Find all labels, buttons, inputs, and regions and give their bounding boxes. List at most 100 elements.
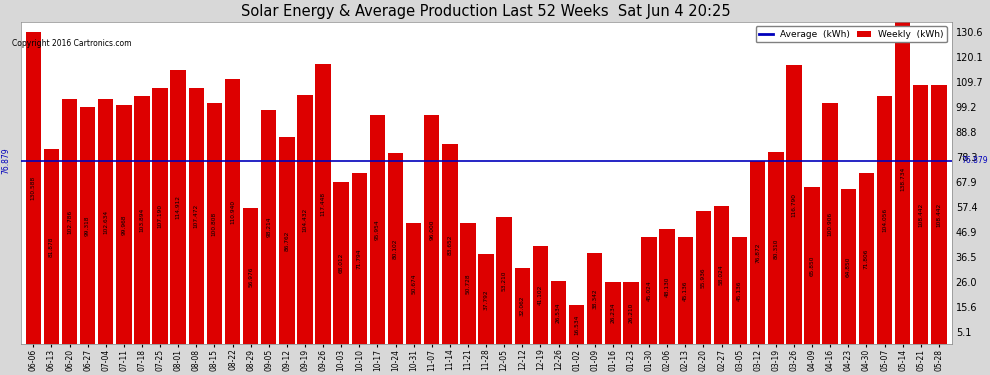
Text: 26.210: 26.210 [629, 303, 634, 323]
Text: 102.634: 102.634 [103, 210, 108, 234]
Text: 100.906: 100.906 [828, 212, 833, 236]
Legend: Average  (kWh), Weekly  (kWh): Average (kWh), Weekly (kWh) [755, 26, 947, 42]
Text: 38.342: 38.342 [592, 288, 597, 309]
Text: 107.472: 107.472 [194, 204, 199, 228]
Bar [877, 96, 892, 344]
Bar [805, 187, 820, 344]
Text: 50.728: 50.728 [465, 273, 470, 294]
Bar [261, 110, 276, 344]
Bar [406, 223, 422, 344]
Text: 108.442: 108.442 [937, 202, 941, 227]
Text: 65.850: 65.850 [810, 255, 815, 276]
Bar [279, 137, 295, 344]
Bar [334, 182, 348, 344]
Text: 45.136: 45.136 [683, 280, 688, 301]
Text: 104.056: 104.056 [882, 208, 887, 232]
Text: 138.734: 138.734 [900, 166, 905, 191]
Bar [369, 115, 385, 344]
Text: 53.210: 53.210 [502, 271, 507, 291]
Title: Solar Energy & Average Production Last 52 Weeks  Sat Jun 4 20:25: Solar Energy & Average Production Last 5… [242, 4, 731, 19]
Bar [841, 189, 856, 344]
Text: 64.850: 64.850 [845, 256, 850, 277]
Bar [135, 96, 149, 344]
Text: 56.976: 56.976 [248, 266, 253, 286]
Text: 50.674: 50.674 [411, 274, 416, 294]
Bar [569, 305, 584, 344]
Text: 99.968: 99.968 [122, 215, 127, 235]
Bar [478, 254, 494, 344]
Text: 48.130: 48.130 [664, 277, 669, 297]
Text: 58.024: 58.024 [719, 265, 724, 285]
Bar [750, 160, 765, 344]
Text: 81.878: 81.878 [49, 236, 53, 257]
Text: 96.000: 96.000 [430, 219, 435, 240]
Bar [895, 13, 911, 344]
Bar [44, 149, 59, 344]
Text: 26.534: 26.534 [556, 303, 561, 323]
Text: 26.234: 26.234 [611, 303, 616, 323]
Bar [533, 246, 548, 344]
Text: 108.442: 108.442 [919, 202, 924, 227]
Bar [786, 65, 802, 344]
Bar [659, 230, 675, 344]
Text: 45.136: 45.136 [738, 280, 742, 301]
Text: 104.432: 104.432 [303, 207, 308, 232]
Text: 117.448: 117.448 [321, 192, 326, 216]
Bar [316, 64, 331, 344]
Text: 86.762: 86.762 [284, 231, 289, 251]
Bar [714, 206, 730, 344]
Bar [207, 104, 222, 344]
Text: 98.214: 98.214 [266, 217, 271, 237]
Text: 76.879: 76.879 [961, 156, 987, 165]
Text: 68.012: 68.012 [339, 253, 344, 273]
Bar [642, 237, 656, 344]
Text: 110.940: 110.940 [230, 200, 235, 224]
Bar [550, 281, 566, 344]
Bar [61, 99, 77, 344]
Bar [225, 79, 241, 344]
Bar [460, 223, 475, 344]
Text: 107.190: 107.190 [157, 204, 162, 228]
Text: 80.102: 80.102 [393, 238, 398, 259]
Text: 55.936: 55.936 [701, 267, 706, 288]
Text: 114.912: 114.912 [175, 195, 181, 219]
Text: 99.318: 99.318 [85, 216, 90, 236]
Bar [605, 282, 621, 344]
Text: 45.024: 45.024 [646, 280, 651, 301]
Text: Copyright 2016 Cartronics.com: Copyright 2016 Cartronics.com [12, 39, 132, 48]
Text: 32.062: 32.062 [520, 296, 525, 316]
Bar [587, 253, 603, 344]
Text: 130.588: 130.588 [31, 176, 36, 201]
Bar [932, 85, 946, 344]
Text: 102.786: 102.786 [67, 210, 72, 234]
Bar [297, 95, 313, 344]
Bar [624, 282, 639, 344]
Bar [26, 32, 41, 344]
Text: 83.652: 83.652 [447, 234, 452, 255]
Text: 16.534: 16.534 [574, 315, 579, 335]
Bar [116, 105, 132, 344]
Bar [170, 70, 186, 344]
Bar [732, 237, 747, 344]
Bar [913, 85, 929, 344]
Bar [243, 208, 258, 344]
Text: 76.872: 76.872 [755, 242, 760, 263]
Bar [443, 144, 457, 344]
Bar [80, 107, 95, 344]
Text: 41.102: 41.102 [538, 285, 543, 306]
Bar [858, 173, 874, 344]
Bar [823, 103, 838, 344]
Text: 80.310: 80.310 [773, 238, 778, 259]
Bar [424, 115, 440, 344]
Text: 116.790: 116.790 [791, 193, 797, 217]
Bar [497, 217, 512, 344]
Bar [515, 268, 530, 344]
Bar [677, 237, 693, 344]
Bar [768, 153, 783, 344]
Bar [188, 87, 204, 344]
Text: 71.794: 71.794 [356, 248, 361, 269]
Text: 37.792: 37.792 [483, 289, 489, 309]
Text: 103.894: 103.894 [140, 208, 145, 232]
Bar [388, 153, 403, 344]
Text: 100.808: 100.808 [212, 212, 217, 236]
